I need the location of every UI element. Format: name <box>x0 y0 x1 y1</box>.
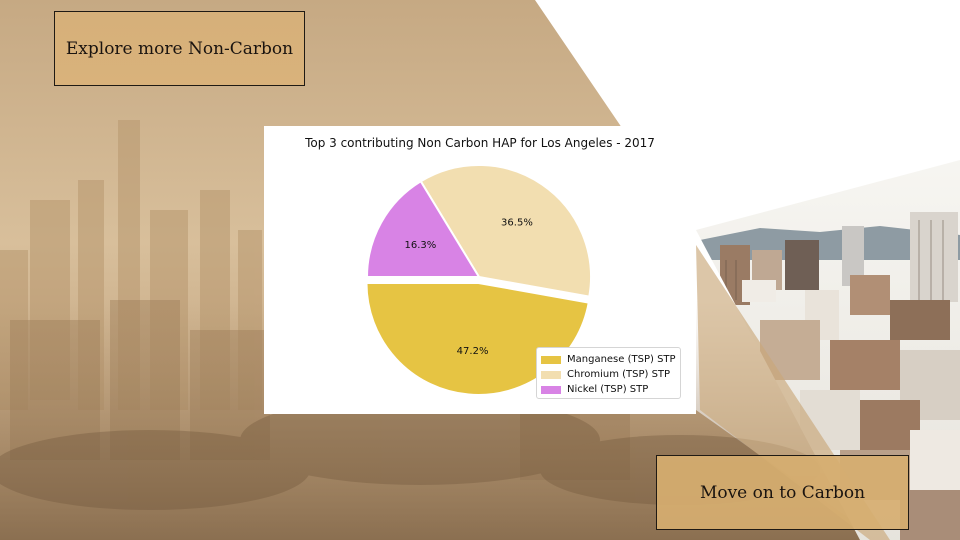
pie-chart-card: Top 3 contributing Non Carbon HAP for Lo… <box>264 126 696 414</box>
legend-item-nickel: Nickel (TSP) STP <box>541 382 680 397</box>
pie-slice-chromium <box>419 164 592 298</box>
legend-label-manganese: Manganese (TSP) STP <box>567 354 676 365</box>
pie-label-chromium: 36.5% <box>501 218 533 229</box>
pie-label-manganese: 47.2% <box>457 346 489 357</box>
legend-swatch-manganese <box>541 355 561 364</box>
legend-swatch-chromium <box>541 370 561 379</box>
pie-slice-manganese <box>365 281 590 396</box>
pie-chart: 47.2% 36.5% 16.3% <box>365 164 592 396</box>
pie-label-nickel: 16.3% <box>405 240 437 251</box>
legend-item-manganese: Manganese (TSP) STP <box>541 352 680 367</box>
legend-swatch-nickel <box>541 385 561 394</box>
legend-label-chromium: Chromium (TSP) STP <box>567 369 671 380</box>
legend-item-chromium: Chromium (TSP) STP <box>541 367 680 382</box>
explore-non-carbon-button[interactable]: Explore more Non-Carbon <box>54 11 305 86</box>
move-on-to-carbon-button[interactable]: Move on to Carbon <box>656 455 909 530</box>
pie-slice-nickel <box>365 179 481 278</box>
legend-label-nickel: Nickel (TSP) STP <box>567 384 649 395</box>
chart-title: Top 3 contributing Non Carbon HAP for Lo… <box>305 136 655 150</box>
chart-legend: Manganese (TSP) STP Chromium (TSP) STP N… <box>536 347 681 399</box>
